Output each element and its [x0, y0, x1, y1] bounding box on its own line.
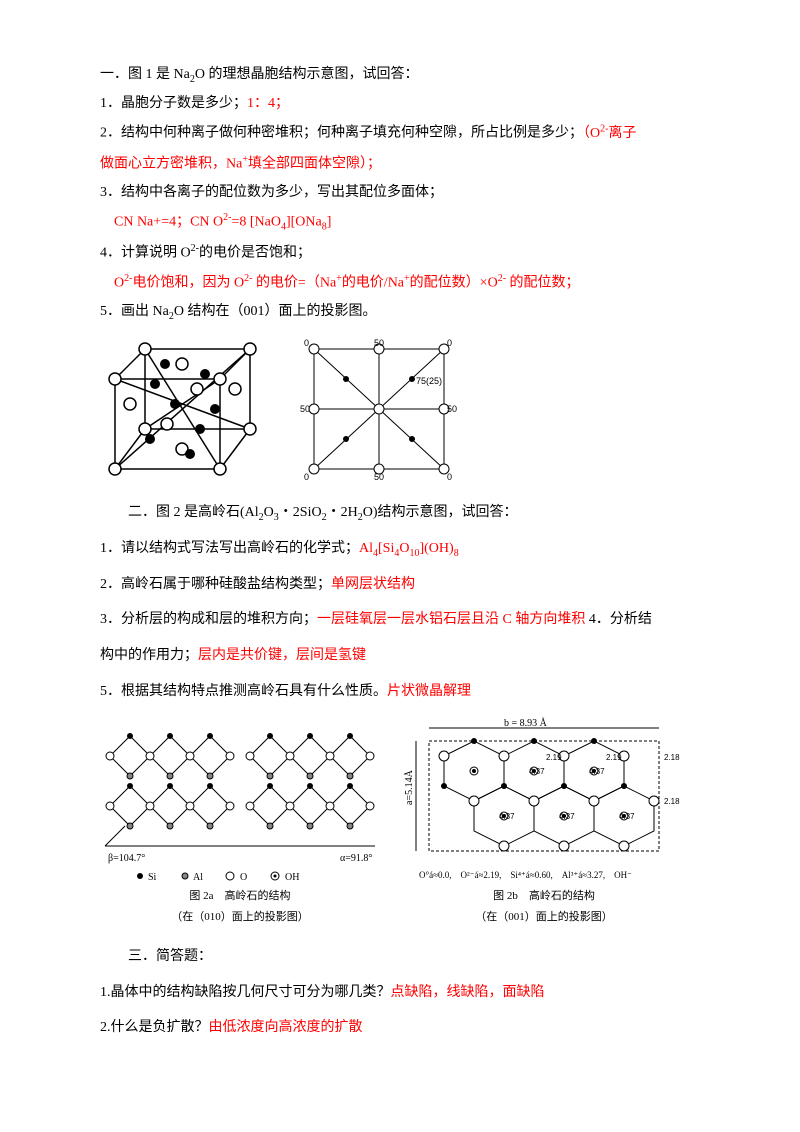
svg-text:2.18: 2.18 — [664, 753, 680, 762]
fig2b-caption-2: （在（001）面上的投影图） — [404, 907, 684, 928]
svg-text:0: 0 — [447, 472, 452, 482]
s2-q1: 1．请以结构式写法写出高岭石的化学式；Al4[Si4O10](OH)8 — [100, 532, 700, 566]
kaolinite-001-projection: 4.374.37 4.374.374.37 2.192.19 2.182.18 … — [404, 716, 684, 886]
s1-q1: 1．晶胞分子数是多少；1：4； — [100, 91, 700, 118]
svg-text:4.37: 4.37 — [619, 812, 635, 821]
s1-q5: 5．画出 Na2O 结构在（001）面上的投影图。 — [100, 299, 700, 326]
s1-q2-line2: 做面心立方密堆积，Na+填全部四面体空隙）； — [100, 150, 700, 178]
s2-q2: 2．高岭石属于哪种硅酸盐结构类型；单网层状结构 — [100, 568, 700, 602]
a: 1：4； — [247, 96, 289, 111]
svg-text:50: 50 — [447, 404, 457, 414]
s2-heading: 二．图 2 是高岭石(Al2O3・2SiO2・2H2O)结构示意图，试回答： — [100, 496, 700, 530]
figure-1-row: 0 50 0 50 75(25) 50 0 50 0 — [100, 334, 700, 484]
svg-text:50: 50 — [374, 472, 384, 482]
fig2b-container: 4.374.37 4.374.374.37 2.192.19 2.182.18 … — [404, 716, 684, 928]
s1-heading: 一．图 1 是 Na2O 的理想晶胞结构示意图，试回答： — [100, 62, 700, 89]
svg-text:OH: OH — [285, 872, 299, 883]
svg-text:0: 0 — [304, 338, 309, 348]
q: 2．结构中何种离子做何种密堆积；何种离子填充何种空隙，所占比例是多少； — [100, 126, 583, 141]
s2-q34-l1: 3．分析层的构成和层的堆积方向；一层硅氧层一层水铝石层且沿 C 轴方向堆积 4．… — [100, 603, 700, 637]
s3-q2: 2.什么是负扩散？由低浓度向高浓度的扩散 — [100, 1011, 700, 1045]
svg-text:b = 8.93 Å: b = 8.93 Å — [504, 717, 548, 729]
s2-q5: 5．根据其结构特点推测高岭石具有什么性质。片状微晶解理 — [100, 675, 700, 709]
q: 1．晶胞分子数是多少； — [100, 96, 247, 111]
svg-text:4.37: 4.37 — [529, 767, 545, 776]
s1-q4: 4．计算说明 O2-的电价是否饱和； — [100, 239, 700, 267]
svg-text:50: 50 — [374, 338, 384, 348]
svg-text:4.37: 4.37 — [559, 812, 575, 821]
svg-text:0: 0 — [447, 338, 452, 348]
s1-q4-ans: O2-电价饱和，因为 O2- 的电价=（Na+的电价/Na+的配位数）×O2- … — [100, 269, 700, 297]
s2-q34-l2: 构中的作用力；层内是共价键，层间是氢键 — [100, 639, 700, 673]
svg-text:α=91.8°: α=91.8° — [340, 853, 372, 864]
svg-text:2.19: 2.19 — [546, 753, 562, 762]
svg-text:O: O — [240, 872, 247, 883]
svg-text:Al: Al — [193, 872, 203, 883]
svg-text:75(25): 75(25) — [416, 376, 442, 386]
q: 3．结构中各离子的配位数为多少，写出其配位多面体； — [100, 185, 443, 200]
t: O 的理想晶胞结构示意图，试回答： — [195, 67, 419, 82]
svg-text:β=104.7°: β=104.7° — [108, 853, 145, 864]
fig2b-caption-1: 图 2b 高岭石的结构 — [404, 886, 684, 907]
svg-text:a=5.14Å: a=5.14Å — [404, 770, 415, 806]
svg-text:0: 0 — [304, 472, 309, 482]
svg-text:2.18: 2.18 — [664, 797, 680, 806]
na2o-001-projection: 0 50 0 50 75(25) 50 0 50 0 — [294, 334, 474, 484]
a: （O2-离子 — [583, 126, 636, 141]
svg-text:4.37: 4.37 — [499, 812, 515, 821]
s1-q3: 3．结构中各离子的配位数为多少，写出其配位多面体； — [100, 180, 700, 207]
s3-q1: 1.晶体中的结构缺陷按几何尺寸可分为哪几类？点缺陷，线缺陷，面缺陷 — [100, 976, 700, 1010]
kaolinite-010-projection: β=104.7° α=91.8° Si Al O OH — [100, 716, 380, 886]
s3-heading: 三．简答题： — [100, 940, 700, 974]
figure-2-row: β=104.7° α=91.8° Si Al O OH 图 2a 高岭石的结构 … — [100, 716, 700, 928]
svg-text:50: 50 — [300, 404, 310, 414]
na2o-3d-cell — [100, 334, 270, 484]
svg-text:2.19: 2.19 — [606, 753, 622, 762]
fig2a-caption-1: 图 2a 高岭石的结构 — [100, 886, 380, 907]
svg-text:Si: Si — [148, 872, 157, 883]
fig2a-caption-2: （在（010）面上的投影图） — [100, 907, 380, 928]
t: 一．图 1 是 Na — [100, 67, 190, 82]
fig2a-container: β=104.7° α=91.8° Si Al O OH 图 2a 高岭石的结构 … — [100, 716, 380, 928]
svg-text:O°á≈0.0, O²⁻á≈2.19, Si⁴⁺á≈0.60: O°á≈0.0, O²⁻á≈2.19, Si⁴⁺á≈0.60, Al³⁺á≈3.… — [419, 870, 632, 880]
s1-q2: 2．结构中何种离子做何种密堆积；何种离子填充何种空隙，所占比例是多少；（O2-离… — [100, 119, 700, 147]
svg-text:4.37: 4.37 — [589, 767, 605, 776]
s1-q3-ans: CN Na+=4；CN O2-=8 [NaO4][ONa8] — [100, 208, 700, 236]
